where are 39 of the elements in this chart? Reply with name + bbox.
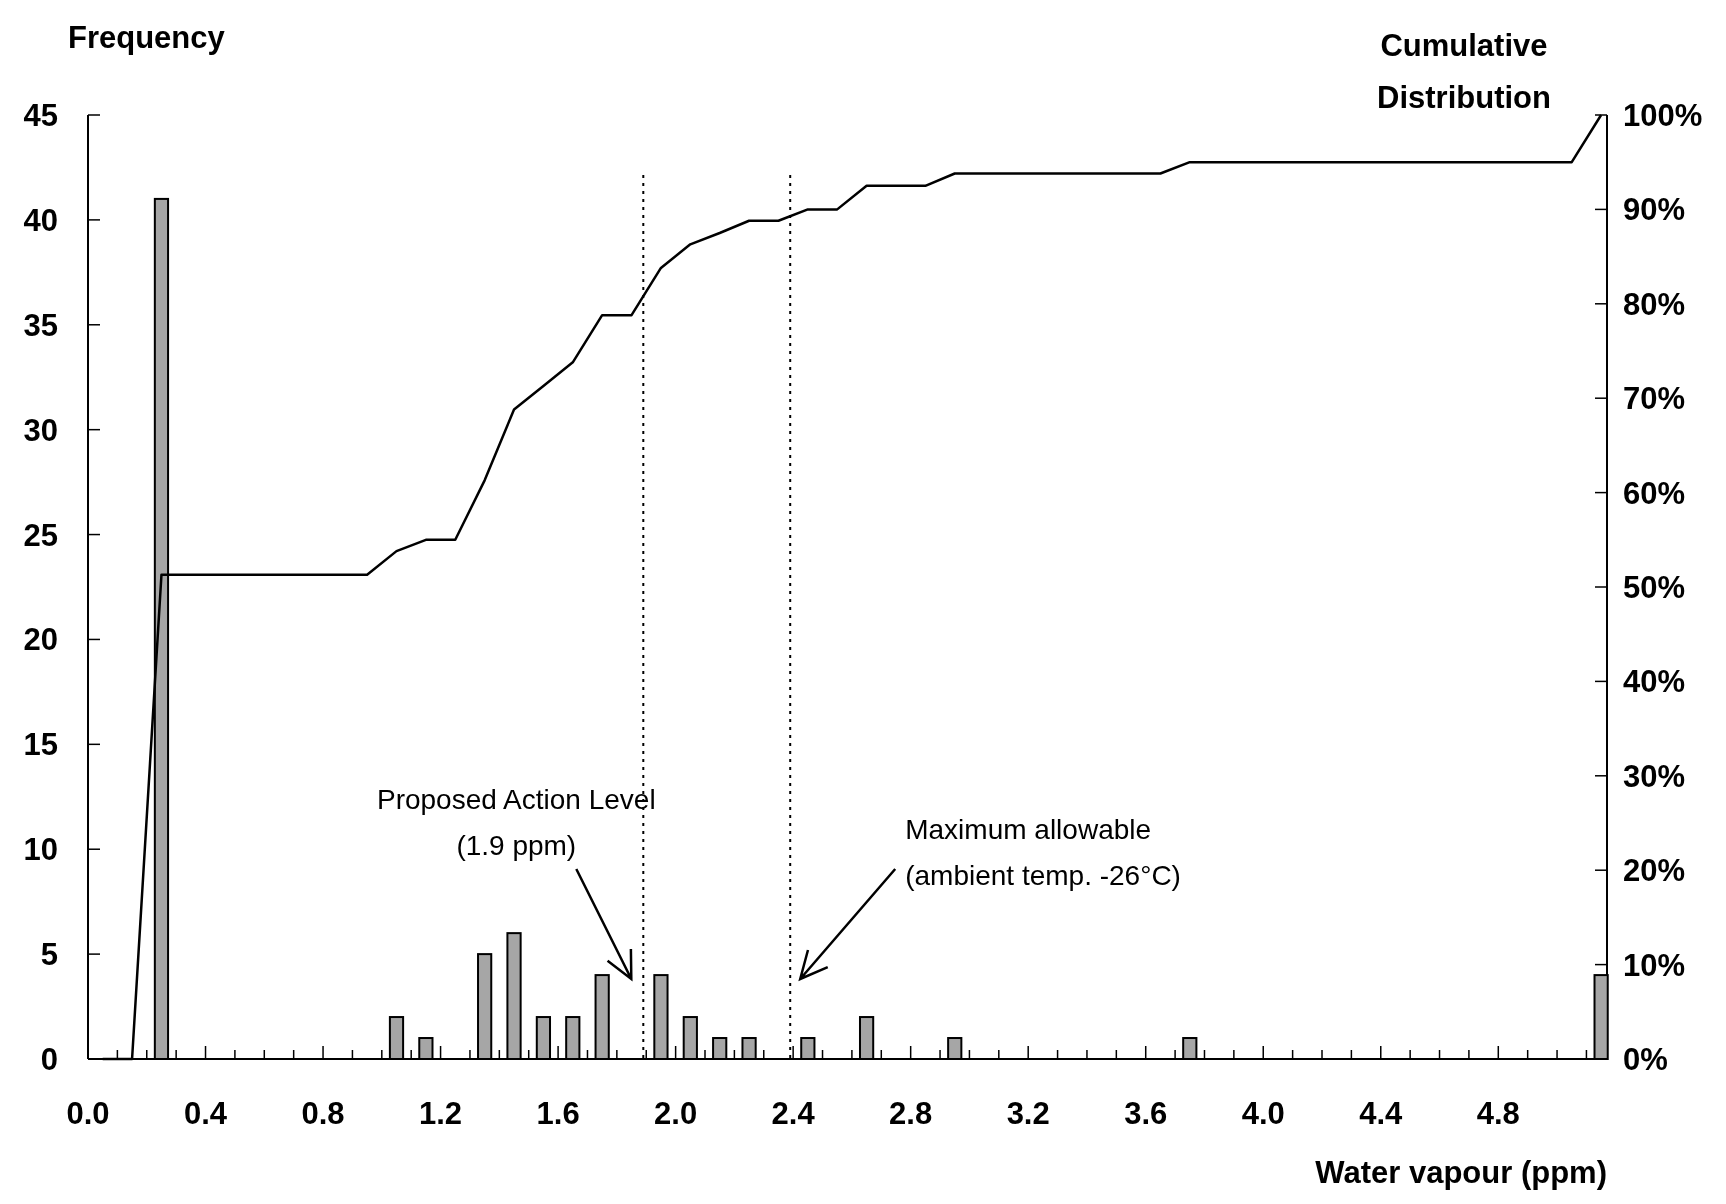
- y2-tick-label: 100%: [1623, 98, 1703, 133]
- x-tick-label: 1.6: [536, 1096, 580, 1131]
- y-tick-label: 20: [23, 622, 58, 658]
- y-tick-label: 40: [23, 202, 58, 238]
- y2-axis-title: Cumulative Distribution: [1377, 28, 1551, 115]
- x-tick-label: 4.8: [1476, 1096, 1520, 1131]
- y2-tick-label: 0%: [1623, 1042, 1668, 1077]
- x-tick-label: 2.0: [654, 1096, 698, 1131]
- y2-tick-label: 30%: [1623, 758, 1686, 794]
- x-tick-label: 2.4: [771, 1096, 816, 1131]
- x-tick-label: 3.2: [1006, 1096, 1050, 1131]
- x-tick-label: 2.8: [889, 1096, 933, 1131]
- y-tick-label: 25: [23, 517, 58, 553]
- x-tick-label: 0.0: [66, 1096, 110, 1131]
- y2-tick-label: 50%: [1623, 570, 1686, 605]
- x-axis-title: Water vapour (ppm): [1315, 1155, 1607, 1190]
- y2-tick-label: 70%: [1623, 381, 1686, 417]
- x-tick-label: 1.2: [419, 1096, 463, 1131]
- x-tick-label: 4.4: [1359, 1096, 1404, 1131]
- y2-tick-label: 20%: [1623, 853, 1686, 889]
- y-axis-title: Frequency: [68, 20, 226, 55]
- x-tick-label: 4.0: [1241, 1096, 1285, 1131]
- y-tick-label: 5: [40, 937, 58, 973]
- x-tick-label: 3.6: [1124, 1096, 1168, 1131]
- y2-tick-label: 80%: [1623, 286, 1686, 322]
- y2-tick-label: 10%: [1623, 947, 1686, 983]
- annotation: Proposed Action Level (1.9 ppm): [376, 784, 656, 861]
- y-tick-label: 35: [23, 307, 58, 343]
- y-tick-label: 0: [40, 1042, 58, 1077]
- y-tick-label: 45: [23, 98, 58, 133]
- y2-tick-label: 90%: [1623, 192, 1686, 228]
- y2-tick-label: 60%: [1623, 475, 1686, 511]
- y-tick-label: 10: [23, 832, 58, 868]
- annotation: Maximum allowable (ambient temp. -26°C): [905, 814, 1181, 891]
- y-tick-label: 30: [23, 412, 58, 448]
- x-tick-label: 0.8: [301, 1096, 345, 1131]
- y-tick-label: 15: [23, 727, 58, 763]
- y2-tick-label: 40%: [1623, 664, 1686, 700]
- x-tick-label: 0.4: [183, 1096, 228, 1131]
